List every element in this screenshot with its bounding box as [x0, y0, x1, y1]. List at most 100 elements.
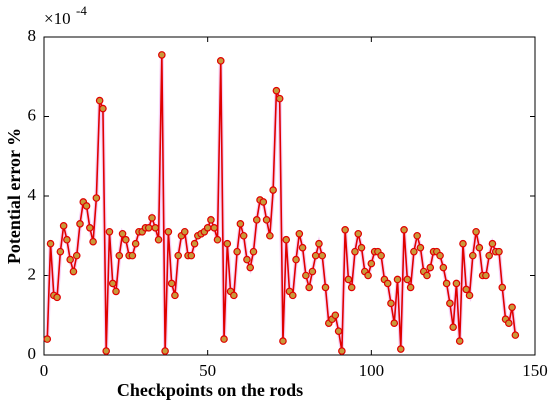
point-marker — [210, 224, 219, 232]
point-marker — [475, 243, 484, 252]
point-marker — [112, 287, 120, 296]
point-marker — [498, 283, 507, 292]
point-marker — [305, 283, 313, 292]
point-marker — [338, 347, 346, 355]
point-marker — [190, 239, 199, 248]
point-marker — [295, 229, 304, 238]
point-marker — [269, 186, 277, 194]
point-marker — [236, 220, 245, 228]
point-marker — [364, 271, 372, 280]
point-marker — [105, 227, 114, 236]
point-marker — [167, 279, 176, 288]
point-marker — [56, 247, 65, 256]
point-marker — [158, 51, 166, 59]
point-marker — [259, 198, 268, 206]
point-marker — [171, 291, 179, 300]
point-marker — [446, 299, 454, 308]
point-marker — [308, 267, 317, 276]
point-marker — [230, 291, 238, 300]
point-marker — [164, 227, 173, 236]
point-marker — [46, 239, 55, 248]
point-marker — [331, 311, 340, 320]
x-tick-label: 50 — [199, 361, 216, 380]
point-marker — [442, 279, 451, 288]
y-scale-base: ×10 — [44, 9, 71, 28]
point-marker — [318, 251, 327, 260]
point-marker — [315, 239, 323, 248]
point-marker — [76, 220, 84, 228]
point-marker — [508, 303, 516, 312]
point-marker — [207, 216, 215, 224]
point-marker — [452, 279, 461, 288]
y-tick-label: 0 — [28, 344, 37, 363]
x-tick-label: 0 — [40, 361, 49, 380]
point-marker — [485, 251, 493, 260]
point-marker — [53, 293, 61, 302]
point-marker — [174, 251, 183, 260]
point-marker — [390, 319, 399, 328]
point-marker — [410, 247, 418, 256]
point-marker — [59, 222, 68, 230]
point-marker — [252, 216, 261, 224]
point-marker — [423, 271, 431, 280]
point-marker — [216, 57, 225, 65]
point-marker — [341, 225, 349, 234]
point-marker — [69, 267, 78, 276]
point-marker — [187, 251, 196, 260]
point-marker — [311, 251, 320, 260]
point-marker — [387, 299, 395, 308]
point-marker — [246, 263, 255, 272]
point-marker — [213, 235, 222, 244]
point-marker — [108, 279, 117, 288]
point-marker — [462, 285, 471, 294]
point-marker — [354, 229, 363, 238]
point-marker — [180, 227, 189, 236]
point-marker — [82, 202, 91, 210]
point-marker — [495, 247, 503, 256]
point-marker — [396, 345, 405, 353]
point-marker — [459, 239, 467, 248]
point-marker — [347, 283, 356, 292]
y-tick-label: 8 — [28, 26, 37, 45]
point-marker — [400, 225, 408, 234]
point-marker — [86, 224, 94, 232]
point-marker — [128, 251, 137, 260]
point-marker — [118, 229, 127, 238]
point-marker — [436, 251, 444, 260]
point-marker — [321, 283, 330, 292]
point-marker — [72, 251, 81, 260]
point-marker — [416, 243, 425, 252]
point-marker — [351, 247, 359, 256]
y-scale-exponent: -4 — [76, 3, 87, 18]
point-marker — [131, 239, 140, 248]
point-marker — [99, 104, 107, 113]
point-marker — [233, 247, 241, 256]
point-marker — [292, 255, 300, 264]
point-marker — [472, 227, 480, 236]
y-tick-label: 2 — [28, 264, 37, 283]
point-marker — [413, 231, 421, 240]
point-marker — [439, 263, 448, 272]
point-marker — [249, 247, 258, 256]
point-marker — [122, 235, 130, 244]
point-marker — [282, 235, 291, 244]
point-marker — [89, 237, 97, 246]
point-marker — [144, 224, 153, 232]
point-marker — [148, 214, 156, 222]
point-marker — [302, 271, 310, 280]
point-marker — [151, 224, 160, 232]
point-marker — [334, 327, 343, 335]
x-tick-label: 150 — [522, 361, 548, 380]
point-marker — [488, 239, 497, 248]
point-marker — [357, 243, 366, 252]
y-tick-label: 4 — [28, 185, 37, 204]
point-marker — [203, 224, 212, 232]
point-marker — [161, 347, 169, 355]
y-axis-label: Potential error % — [4, 128, 24, 264]
point-marker — [220, 335, 228, 343]
point-marker — [406, 283, 415, 292]
point-marker — [63, 235, 71, 244]
y-tick-label: 6 — [28, 105, 37, 124]
point-marker — [288, 291, 297, 300]
point-marker — [403, 275, 412, 284]
